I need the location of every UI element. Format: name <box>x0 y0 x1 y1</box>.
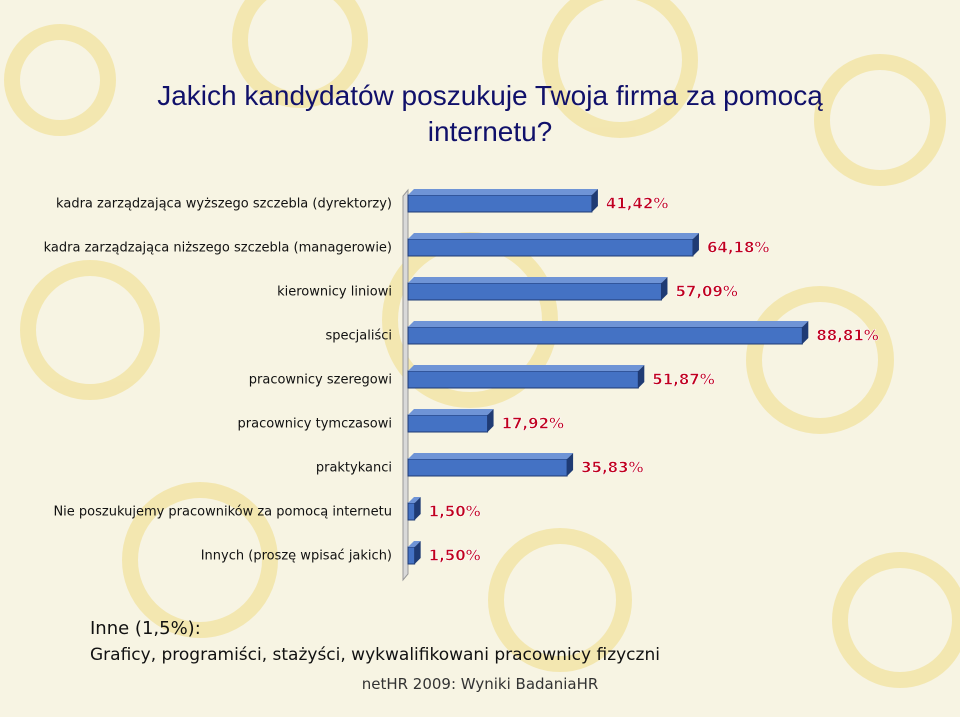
value-label: 57,09% <box>675 283 737 301</box>
value-label: 41,42% <box>606 195 668 213</box>
axis-wall <box>402 188 409 582</box>
value-label: 1,50% <box>429 547 481 565</box>
bar <box>407 546 416 565</box>
bar-top-face <box>408 277 668 283</box>
value-label: 17,92% <box>502 415 564 433</box>
category-label: Innych (proszę wpisać jakich) <box>201 549 392 564</box>
bar <box>407 238 694 257</box>
category-label: kierownicy liniowi <box>277 285 392 300</box>
value-label: 1,50% <box>429 503 481 521</box>
value-label: 88,81% <box>816 327 878 345</box>
bar-top-face <box>408 321 809 327</box>
bar-top-face <box>408 189 598 195</box>
bar-side-face <box>661 277 668 300</box>
footer-source: netHR 2009: Wyniki BadaniaHR <box>361 675 599 693</box>
bar <box>407 414 489 433</box>
bar-top-face <box>408 453 574 459</box>
note-label: Inne (1,5%): <box>90 618 201 639</box>
category-label: pracownicy tymczasowi <box>238 417 392 432</box>
bar-side-face <box>567 453 574 476</box>
bar-top-face <box>408 365 645 371</box>
chart-title: Jakich kandydatów poszukuje Twoja firma … <box>157 80 823 147</box>
bar <box>407 194 593 213</box>
bar <box>407 326 803 345</box>
category-label: kadra zarządzająca wyższego szczebla (dy… <box>56 197 392 212</box>
bar-side-face <box>692 233 699 256</box>
bar-side-face <box>414 497 421 520</box>
bar <box>407 282 662 301</box>
bar-side-face <box>638 365 645 388</box>
category-label: pracownicy szeregowi <box>249 373 392 388</box>
bar-top-face <box>408 497 421 503</box>
category-label: specjaliści <box>325 329 392 344</box>
category-label: Nie poszukujemy pracowników za pomocą in… <box>53 505 392 520</box>
note-text: Graficy, programiści, stażyści, wykwalif… <box>90 645 660 665</box>
bar-side-face <box>414 541 421 564</box>
bar-side-face <box>487 409 494 432</box>
value-label: 51,87% <box>652 371 714 389</box>
bar <box>407 370 639 389</box>
bar <box>407 502 416 521</box>
bar-top-face <box>408 541 421 547</box>
category-label: kadra zarządzająca niższego szczebla (ma… <box>44 241 392 256</box>
category-label: praktykanci <box>316 461 392 476</box>
bar-top-face <box>408 233 699 239</box>
bar-side-face <box>591 189 598 212</box>
bar-side-face <box>802 321 809 344</box>
bar-top-face <box>408 409 494 415</box>
value-label: 35,83% <box>581 459 643 477</box>
value-label: 64,18% <box>707 239 769 257</box>
bar <box>407 458 568 477</box>
